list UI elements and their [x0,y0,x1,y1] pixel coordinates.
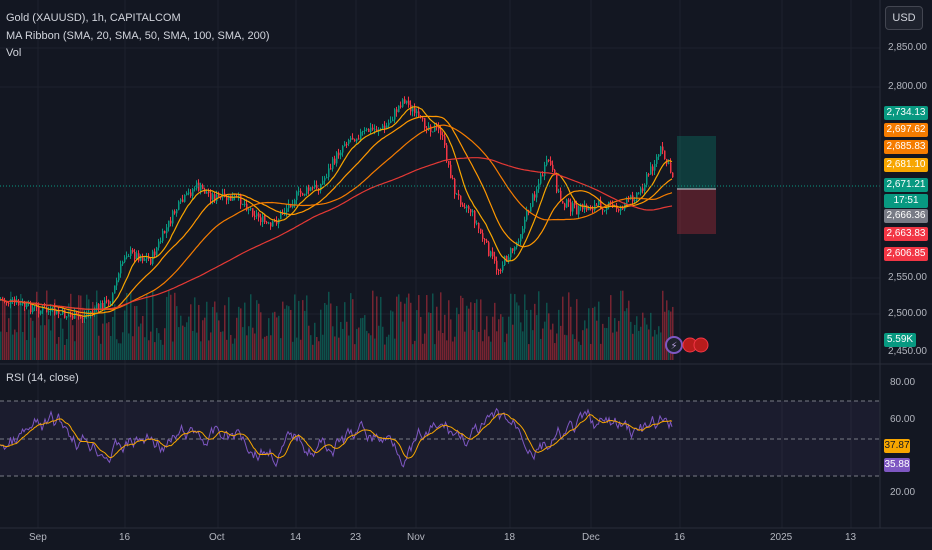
rsi-legend[interactable]: RSI (14, close) [6,372,79,384]
us-flag-icon[interactable] [693,337,709,353]
price-tag: 17:51 [884,194,928,208]
vol-legend[interactable]: Vol [6,47,22,59]
price-tag: 2,606.85 [884,247,928,261]
rsi-tag: 35.88 [884,458,910,472]
time-axis-label: Sep [29,532,47,543]
lightning-icon[interactable] [665,336,683,354]
time-axis-label: Oct [209,532,225,543]
price-axis-label: 2,450.00 [888,346,927,357]
price-candles [0,96,674,323]
ma-ribbon-legend[interactable]: MA Ribbon (SMA, 20, SMA, 50, SMA, 100, S… [6,30,270,42]
time-axis-label: 16 [119,532,131,543]
time-axis-label: 18 [504,532,516,543]
price-tag: 2,666.36 [884,209,928,223]
rsi-axis-label: 20.00 [890,487,916,498]
event-icons: ⚡ [665,336,709,354]
price-tag: 2,671.21 [884,178,928,192]
time-axis-label: 23 [350,532,362,543]
price-tag: 2,681.10 [884,158,928,172]
price-tag: 2,734.13 [884,106,928,120]
lightning-glyph: ⚡ [670,341,677,352]
price-tag: 2,685.83 [884,140,928,154]
rsi-tag: 37.87 [884,439,910,453]
rsi-axis-label: 60.00 [890,414,916,425]
rsi-pane [0,400,880,477]
rsi-axis-label: 80.00 [890,377,916,388]
volume-tag: 5.59K [884,333,916,347]
time-axis-label: 2025 [770,532,793,543]
price-axis-label: 2,850.00 [888,42,927,53]
time-axis-label: 13 [845,532,857,543]
rsi-band [0,401,880,476]
price-axis-label: 2,550.00 [888,272,927,283]
time-axis-label: Nov [407,532,425,543]
grid [0,0,880,528]
ma-ribbon-lines [0,106,673,317]
time-axis-label: 16 [674,532,686,543]
price-tag: 2,663.83 [884,227,928,241]
price-tag: 2,697.62 [884,123,928,137]
price-axis-label: 2,800.00 [888,81,927,92]
volume-bars [0,290,674,360]
long-position-tool[interactable] [677,136,716,234]
symbol-legend[interactable]: Gold (XAUUSD), 1h, CAPITALCOM [6,12,181,24]
currency-button[interactable]: USD [885,6,923,30]
time-axis-label: Dec [582,532,600,543]
time-axis-label: 14 [290,532,302,543]
price-axis-label: 2,500.00 [888,308,927,319]
